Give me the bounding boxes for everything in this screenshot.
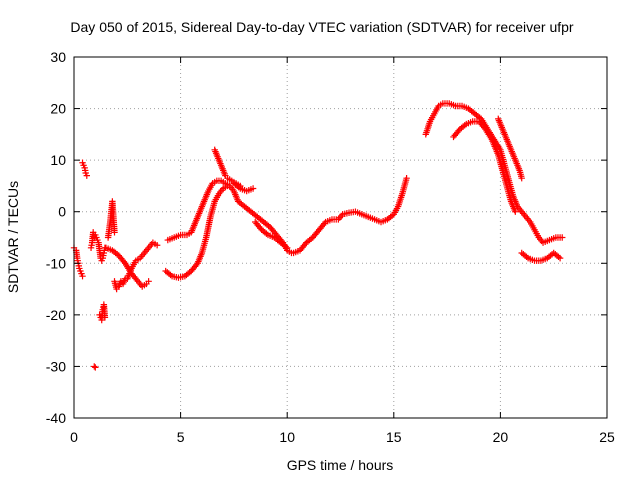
- data-point: [284, 244, 291, 252]
- grid-lines: [74, 57, 607, 418]
- data-point: [101, 314, 109, 321]
- data-point: [79, 272, 86, 280]
- y-axis-label: SDTVAR / TECUs: [5, 181, 21, 293]
- x-tick-labels: 0 5 10 15 20 25: [70, 429, 615, 445]
- data-point: [91, 363, 98, 370]
- plot-frame: [73, 56, 608, 419]
- data-point: [556, 254, 564, 262]
- x-tick-label: 5: [177, 429, 185, 445]
- y-tick-label: 0: [58, 204, 66, 220]
- y-tick-label: -30: [46, 358, 66, 374]
- data-point: [559, 234, 566, 241]
- y-tick-label: 10: [50, 152, 66, 168]
- data-point: [518, 174, 525, 182]
- data-point: [83, 172, 90, 179]
- x-tick-label: 0: [70, 429, 78, 445]
- axis-ticks: [73, 56, 608, 419]
- y-tick-label: 20: [50, 101, 66, 117]
- data-point: [249, 185, 257, 192]
- x-tick-label: 20: [493, 429, 509, 445]
- data-point: [403, 174, 410, 182]
- data-points: [70, 100, 566, 371]
- x-tick-label: 10: [279, 429, 295, 445]
- x-tick-label: 15: [386, 429, 402, 445]
- y-tick-label: 30: [50, 49, 66, 65]
- y-tick-label: -40: [46, 410, 66, 426]
- y-tick-label: -10: [46, 255, 66, 271]
- y-tick-label: -20: [46, 307, 66, 323]
- data-point: [153, 242, 161, 249]
- y-tick-labels: -40 -30 -20 -10 0 10 20 30: [46, 49, 66, 426]
- data-point: [145, 278, 152, 285]
- chart-title: Day 050 of 2015, Sidereal Day-to-day VTE…: [70, 19, 574, 35]
- x-axis-label: GPS time / hours: [287, 457, 394, 473]
- data-point: [512, 208, 519, 215]
- data-point: [111, 229, 118, 236]
- data-point: [92, 364, 99, 371]
- x-tick-label: 25: [599, 429, 615, 445]
